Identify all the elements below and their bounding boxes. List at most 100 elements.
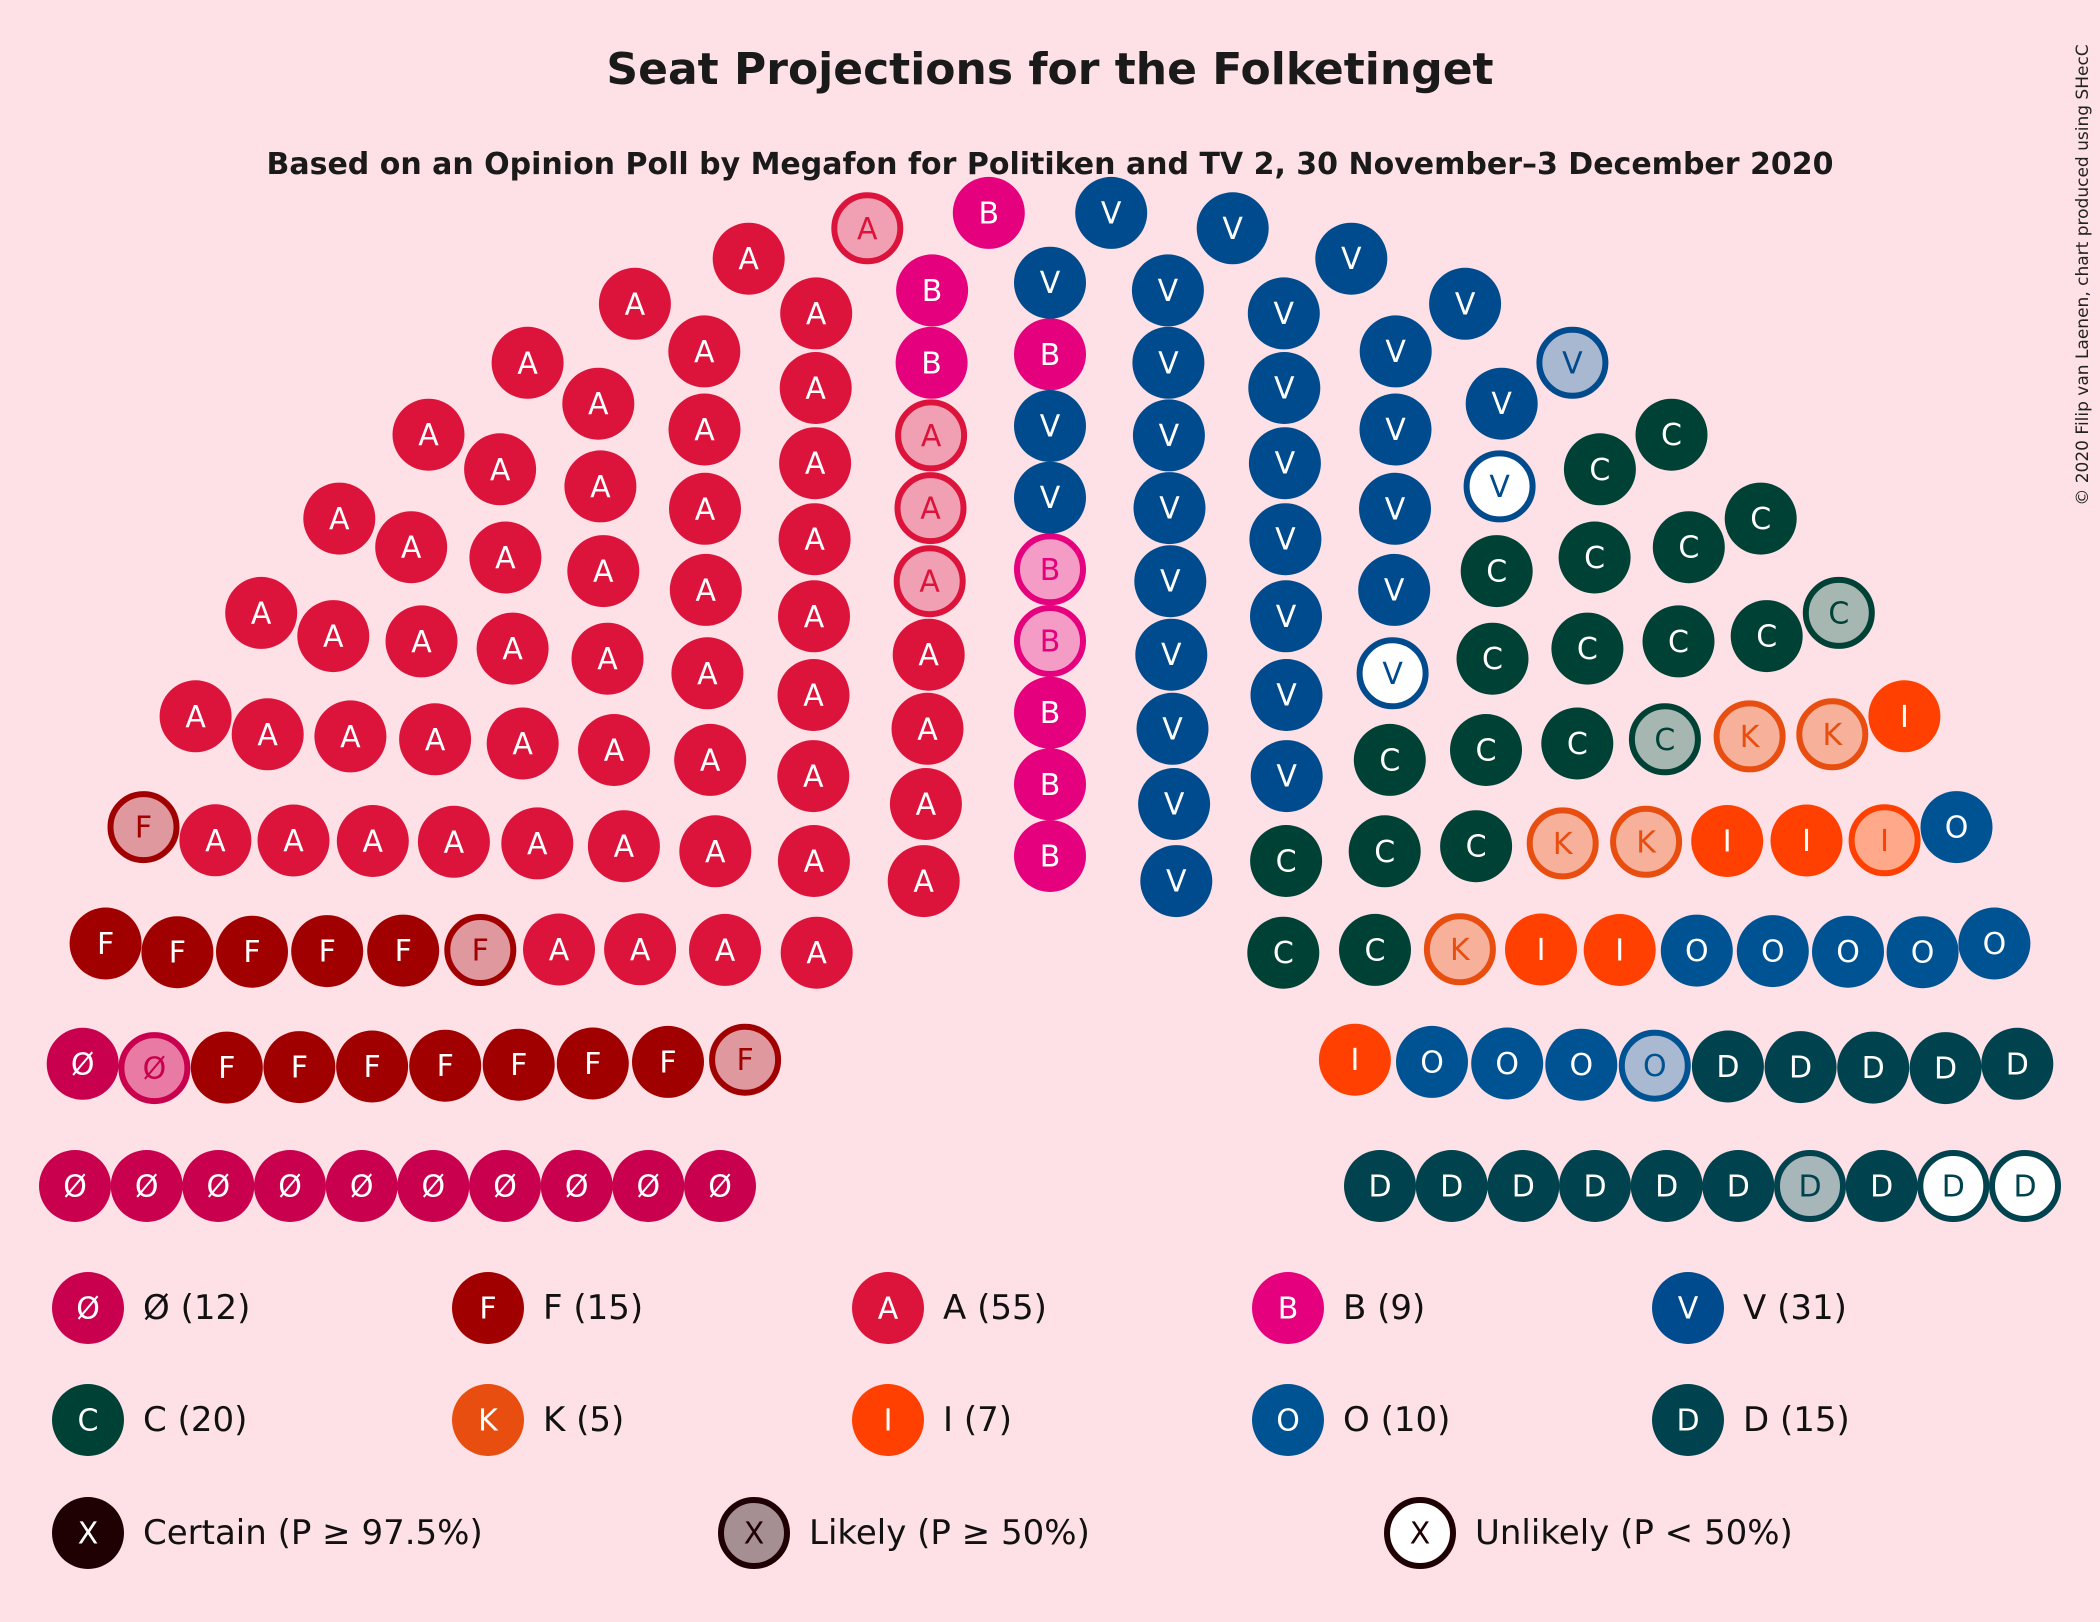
svg-text:F: F <box>437 1049 454 1084</box>
svg-text:F: F <box>395 934 412 969</box>
svg-text:I: I <box>1802 824 1811 859</box>
seat-V-certain: V <box>1429 267 1502 340</box>
svg-text:A: A <box>490 453 511 488</box>
svg-text:A: A <box>588 387 609 422</box>
svg-text:A: A <box>696 573 717 608</box>
svg-text:C: C <box>1379 743 1400 778</box>
seat-A-certain: A <box>777 825 850 897</box>
svg-text:Ø: Ø <box>143 1052 167 1087</box>
svg-text:C: C <box>78 1404 99 1439</box>
seat-V-certain: V <box>1134 545 1207 618</box>
svg-text:F: F <box>243 935 260 970</box>
svg-text:O: O <box>1643 1049 1667 1084</box>
svg-text:Ø: Ø <box>708 1170 732 1205</box>
svg-text:F: F <box>472 934 489 969</box>
seat-A-certain: A <box>578 714 650 786</box>
seat-A-certain: A <box>257 804 330 877</box>
svg-text:C: C <box>1567 727 1588 762</box>
svg-text:V: V <box>1040 410 1061 445</box>
seat-O-certain: O <box>1958 907 2031 980</box>
legend-prob-certain: X <box>52 1497 124 1569</box>
seat-A-certain: A <box>669 472 741 545</box>
seat-V-certain: V <box>1132 399 1205 472</box>
svg-text:V: V <box>1385 492 1406 527</box>
seat-C-certain: C <box>1348 815 1421 888</box>
seat-A-certain: A <box>778 580 850 653</box>
svg-text:A: A <box>806 297 827 332</box>
seat-A-certain: A <box>231 698 304 771</box>
seat-V-certain: V <box>1131 254 1204 327</box>
seat-Ø-likely: Ø <box>118 1032 191 1105</box>
svg-text:K: K <box>478 1404 499 1439</box>
seat-A-certain: A <box>476 612 549 685</box>
legend-swatch-D: D <box>1652 1384 1724 1456</box>
svg-text:F: F <box>736 1043 753 1078</box>
legend-prob-label-certain: Certain (P ≥ 97.5%) <box>143 1513 483 1553</box>
svg-text:A: A <box>590 470 611 505</box>
svg-text:O: O <box>1495 1047 1519 1082</box>
legend-label-I: I (7) <box>943 1400 1012 1440</box>
svg-text:O: O <box>1420 1045 1444 1080</box>
svg-text:A: A <box>803 760 824 795</box>
svg-text:A: A <box>549 933 570 968</box>
seat-D-certain: D <box>1487 1150 1560 1222</box>
seat-D-unlikely: D <box>1989 1150 2061 1222</box>
seat-D-certain: D <box>1559 1150 1631 1222</box>
svg-text:A: A <box>502 632 523 667</box>
seat-Ø-certain: Ø <box>182 1150 255 1222</box>
svg-text:V: V <box>1164 788 1185 823</box>
svg-text:I: I <box>1880 824 1889 859</box>
seat-D-certain: D <box>1845 1150 1918 1222</box>
seat-A-certain: A <box>587 810 660 883</box>
seat-C-certain: C <box>1730 600 1803 673</box>
legend-swatch-C: C <box>52 1384 124 1456</box>
svg-text:I: I <box>1615 934 1624 969</box>
seat-Ø-certain: Ø <box>39 1150 111 1222</box>
svg-text:V: V <box>1385 413 1406 448</box>
probability-legend: X Certain (P ≥ 97.5%) X Likely (P ≥ 50%) X Un… <box>52 1497 1793 1569</box>
svg-text:V: V <box>1161 638 1182 673</box>
svg-text:Ø: Ø <box>71 1047 95 1082</box>
svg-text:A: A <box>738 242 759 277</box>
seat-V-certain: V <box>1014 461 1086 534</box>
seat-A-certain: A <box>604 913 677 986</box>
svg-text:V: V <box>1384 573 1405 608</box>
svg-text:A: A <box>512 727 533 762</box>
seat-C-certain: C <box>1353 723 1426 796</box>
legend-prob-label-likely: Likely (P ≥ 50%) <box>809 1513 1090 1553</box>
svg-text:Ø: Ø <box>350 1170 374 1205</box>
svg-text:V: V <box>1274 297 1295 332</box>
svg-text:D: D <box>1512 1170 1535 1205</box>
seat-V-unlikely: V <box>1463 450 1536 523</box>
copyright-note: © 2020 Filip van Laenen, chart produced … <box>2073 44 2093 505</box>
svg-text:F: F <box>659 1045 676 1080</box>
seat-Ø-certain: Ø <box>612 1150 685 1222</box>
svg-text:F: F <box>479 1292 496 1327</box>
seat-I-certain: I <box>1691 805 1764 877</box>
seat-B-certain: B <box>1014 676 1086 749</box>
seat-I-certain: I <box>1770 804 1843 877</box>
seat-C-certain: C <box>1724 482 1797 555</box>
svg-text:O: O <box>1685 934 1709 969</box>
svg-text:O: O <box>1945 811 1969 846</box>
svg-text:B: B <box>922 274 943 309</box>
seat-D-certain: D <box>1837 1031 1910 1104</box>
svg-text:A: A <box>257 718 278 753</box>
svg-text:F: F <box>169 936 186 971</box>
svg-text:B: B <box>921 346 942 381</box>
seat-K-likely: K <box>1423 913 1496 986</box>
seat-O-certain: O <box>1920 791 1993 864</box>
svg-text:V: V <box>1276 760 1297 795</box>
svg-text:A: A <box>919 565 940 600</box>
svg-text:A: A <box>913 865 934 900</box>
seat-A-certain: A <box>669 553 742 626</box>
seat-C-certain: C <box>1652 511 1725 584</box>
seat-C-likely: C <box>1802 576 1875 649</box>
seat-F-certain: F <box>367 914 440 987</box>
seat-A-certain: A <box>486 707 559 780</box>
seat-A-certain: A <box>892 618 965 691</box>
svg-text:K: K <box>1740 720 1761 755</box>
seat-A-certain: A <box>385 605 458 678</box>
svg-text:O: O <box>1983 927 2007 962</box>
svg-text:Ø: Ø <box>278 1170 302 1205</box>
